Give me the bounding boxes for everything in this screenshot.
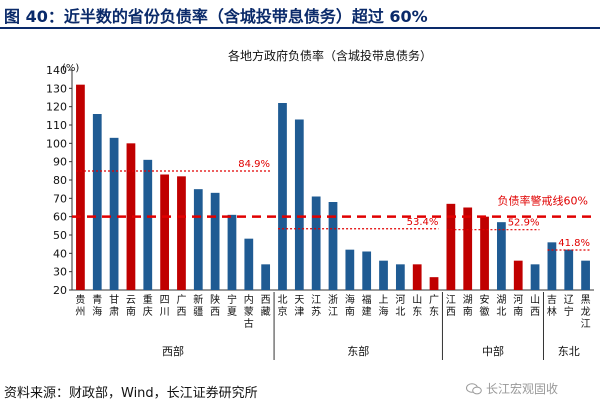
bar-青海 xyxy=(92,114,102,290)
group-label: 东部 xyxy=(347,344,369,358)
y-tick-label: 120 xyxy=(46,101,67,114)
y-tick-label: 100 xyxy=(46,137,67,150)
x-tick-label: 湖北 xyxy=(496,294,506,318)
bar-黑龙江 xyxy=(581,260,590,290)
wechat-icon xyxy=(466,382,482,394)
bar-海南 xyxy=(345,249,355,290)
bar-西藏 xyxy=(261,264,271,290)
bar-甘肃 xyxy=(109,137,119,290)
x-tick-label: 重庆 xyxy=(143,293,153,318)
x-tick-label: 吉林 xyxy=(547,294,557,318)
x-tick-label: 辽宁 xyxy=(564,294,574,318)
bar-湖北 xyxy=(497,222,506,290)
y-tick-label: 140 xyxy=(46,64,67,77)
bar-江苏 xyxy=(311,196,321,290)
header-divider xyxy=(0,27,600,29)
x-tick-label: 上海 xyxy=(379,294,389,318)
y-tick-label: 70 xyxy=(53,192,67,205)
y-tick-label: 40 xyxy=(53,247,67,260)
bar-重庆 xyxy=(143,159,153,290)
x-tick-label: 内蒙古 xyxy=(244,293,254,330)
bar-陕西 xyxy=(210,192,220,290)
bar-浙江 xyxy=(328,202,338,290)
chart-title: 各地方政府负债率（含城投带息债务） xyxy=(228,48,432,63)
figure-title: 图 40：近半数的省份负债率（含城投带息债务）超过 60% xyxy=(4,7,428,26)
x-tick-label: 云南 xyxy=(126,295,136,318)
bar-广西 xyxy=(177,176,186,290)
axes: 20 30 40 50 60 70 80 90 100 110 120 130 140 xyxy=(46,64,594,297)
x-tick-label: 西藏 xyxy=(261,295,271,318)
x-tick-label: 福建 xyxy=(362,293,372,318)
y-axis-unit: (%) xyxy=(62,63,79,74)
group-labels: 西部 东部 中部 东北 xyxy=(162,292,580,360)
x-tick-label: 海南 xyxy=(345,293,355,318)
group-label: 西部 xyxy=(162,344,184,358)
x-tick-label: 山西 xyxy=(530,294,540,318)
bar-吉林 xyxy=(547,242,557,290)
y-tick-label: 80 xyxy=(53,174,67,187)
source-note: 资料来源：财政部，Wind，长江证券研究所 xyxy=(4,386,258,401)
x-tick-label: 宁夏 xyxy=(227,293,237,318)
bar-湖南 xyxy=(463,207,473,290)
x-tick-label: 广东 xyxy=(429,294,439,318)
x-tick-label: 贵州 xyxy=(75,293,85,318)
watermark: 长江宏观固收 xyxy=(466,380,558,397)
group-average-label: 52.9% xyxy=(508,218,540,229)
watermark-text: 长江宏观固收 xyxy=(486,382,559,396)
bar-山东 xyxy=(412,264,422,290)
bar-河南 xyxy=(513,260,523,290)
bar-河北 xyxy=(395,264,405,290)
bar-广东 xyxy=(429,277,439,290)
x-tick-label: 甘肃 xyxy=(109,293,119,318)
y-tick-label: 130 xyxy=(46,82,67,95)
y-tick-label: 60 xyxy=(53,211,67,224)
x-tick-label: 黑龙江 xyxy=(581,294,591,330)
bar-新疆 xyxy=(193,189,203,290)
reference-lines: 84.9% 53.4% 52.9% 41.8% 负债率警戒线60% xyxy=(72,159,594,251)
bar-北京 xyxy=(278,103,287,290)
x-tick-label: 浙江 xyxy=(328,294,338,318)
x-tick-label: 江西 xyxy=(446,294,456,318)
x-tick-label: 青海 xyxy=(92,293,102,318)
x-tick-label: 新疆 xyxy=(193,293,203,318)
group-average-label: 84.9% xyxy=(238,159,270,170)
x-tick-label: 江苏 xyxy=(311,294,321,318)
x-tick-label: 山东 xyxy=(412,294,422,318)
bar-天津 xyxy=(294,119,304,290)
x-tick-label: 河北 xyxy=(395,294,405,318)
y-tick-label: 50 xyxy=(53,229,67,242)
y-tick-label: 90 xyxy=(53,156,67,169)
group-average-label: 53.4% xyxy=(407,217,439,228)
bars xyxy=(76,84,590,290)
bar-辽宁 xyxy=(564,249,574,290)
bar-贵州 xyxy=(76,84,85,290)
bar-安徽 xyxy=(480,216,489,290)
bar-宁夏 xyxy=(227,214,237,290)
debt-ratio-chart: 各地方政府负债率（含城投带息债务） (%) 20 30 40 50 60 70 80 90 10… xyxy=(46,48,594,360)
bar-云南 xyxy=(126,143,136,290)
group-label: 东北 xyxy=(558,345,580,358)
x-tick-label: 四川 xyxy=(160,295,170,318)
x-tick-label: 湖南 xyxy=(463,294,473,318)
x-tick-label: 北京 xyxy=(277,294,287,318)
bar-江西 xyxy=(446,203,456,290)
x-tick-labels: 贵州青海甘肃云南重庆四川广西新疆陕西宁夏内蒙古西藏北京天津江苏浙江海南福建上海河… xyxy=(75,293,590,330)
x-tick-label: 陕西 xyxy=(210,293,220,318)
bar-四川 xyxy=(160,174,169,290)
warning-line-label: 负债率警戒线60% xyxy=(498,194,588,208)
bar-福建 xyxy=(362,251,372,290)
group-label: 中部 xyxy=(482,344,504,358)
bar-内蒙古 xyxy=(244,238,254,290)
y-tick-label: 20 xyxy=(53,284,67,297)
y-tick-label: 30 xyxy=(53,266,67,279)
x-tick-label: 河南 xyxy=(513,294,523,318)
x-tick-label: 天津 xyxy=(294,295,304,318)
figure-header: 图 40：近半数的省份负债率（含城投带息债务）超过 60% xyxy=(0,0,600,29)
group-average-label: 41.8% xyxy=(558,238,590,249)
bar-上海 xyxy=(379,260,388,290)
x-tick-label: 安徽 xyxy=(480,293,490,318)
bar-山西 xyxy=(530,264,540,290)
x-tick-label: 广西 xyxy=(176,294,186,318)
y-tick-label: 110 xyxy=(46,119,67,132)
